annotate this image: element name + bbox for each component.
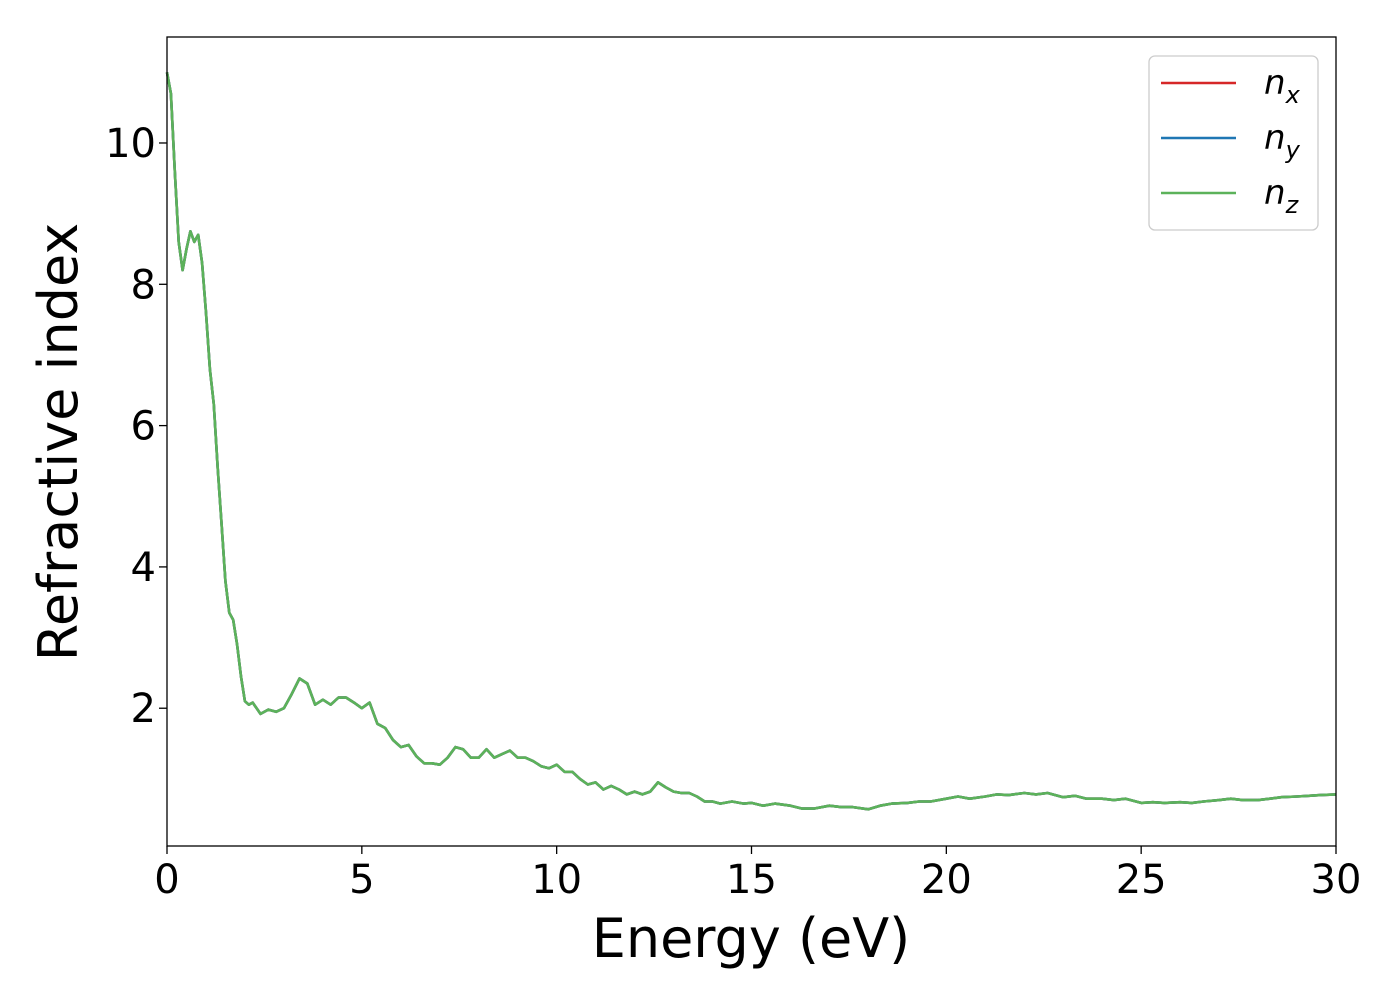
legend-label: nx bbox=[1264, 63, 1301, 109]
y-tick-label: 2 bbox=[131, 686, 156, 732]
legend-label-base: n bbox=[1264, 118, 1286, 158]
legend-label: ny bbox=[1264, 118, 1301, 164]
legend-box bbox=[1148, 55, 1319, 231]
legend-label-subscript: y bbox=[1285, 136, 1301, 164]
y-axis-label: Refractive index bbox=[27, 223, 90, 662]
y-tick-label: 10 bbox=[105, 121, 156, 167]
legend-label-subscript: z bbox=[1285, 191, 1300, 219]
y-tick-label: 6 bbox=[131, 404, 156, 450]
x-tick-label: 25 bbox=[1116, 857, 1167, 903]
legend-label-base: n bbox=[1264, 173, 1286, 213]
series-line-n-z bbox=[165, 72, 1337, 811]
plot-frame bbox=[166, 36, 1337, 847]
legend-label-base: n bbox=[1264, 63, 1286, 103]
x-tick-label: 5 bbox=[349, 857, 374, 903]
legend-label: nz bbox=[1264, 173, 1300, 219]
x-tick-label: 15 bbox=[726, 857, 777, 903]
y-tick-label: 8 bbox=[131, 262, 156, 308]
series-layer bbox=[165, 72, 1337, 811]
x-tick-label: 0 bbox=[154, 857, 179, 903]
x-tick-label: 10 bbox=[531, 857, 582, 903]
x-tick-label: 30 bbox=[1311, 857, 1362, 903]
x-axis-label: Energy (eV) bbox=[592, 907, 911, 970]
y-axis-ticks: 2 4 6 8 10 bbox=[105, 121, 167, 732]
x-tick-label: 20 bbox=[921, 857, 972, 903]
x-axis-ticks: 0 5 10 15 20 25 30 bbox=[154, 846, 1361, 903]
y-tick-label: 4 bbox=[131, 545, 156, 591]
legend-label-subscript: x bbox=[1285, 81, 1301, 109]
